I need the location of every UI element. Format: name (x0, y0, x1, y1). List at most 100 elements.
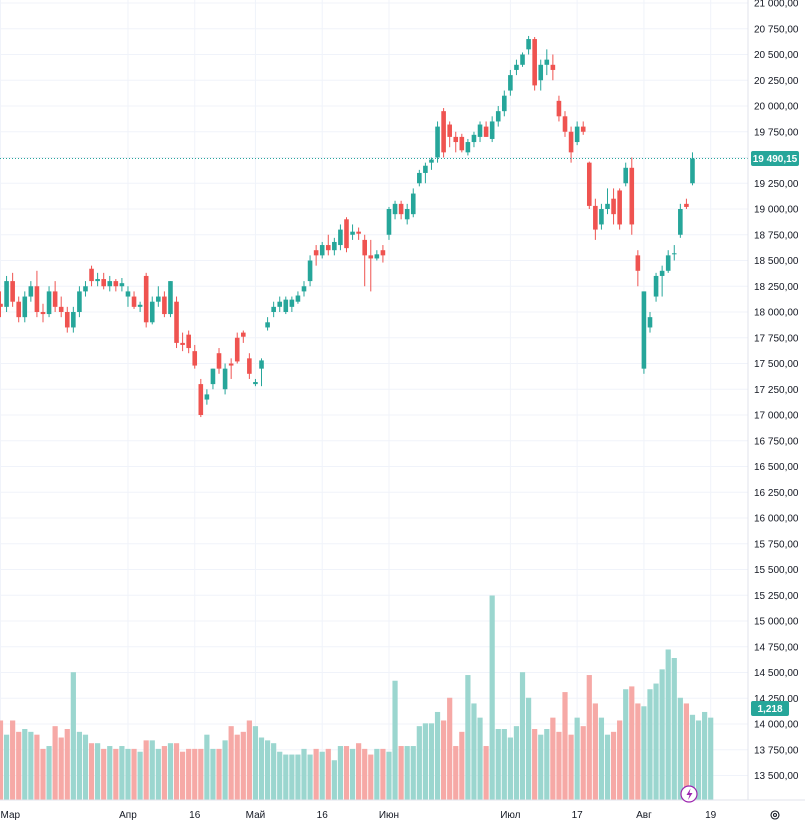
volume-bar (192, 748, 198, 800)
price-axis[interactable]: 21 000,00 20 750,00 20 500,00 20 250,00 20 0… (754, 0, 799, 782)
volume-bar (519, 672, 526, 800)
candle (514, 59, 519, 76)
candle (410, 188, 416, 218)
volume-bar (574, 717, 580, 800)
time-tick-label: Июн (379, 810, 399, 821)
volume-bar (398, 746, 404, 800)
volume-bar (131, 748, 137, 800)
volume-bar (82, 734, 89, 800)
volume-bar (689, 714, 696, 800)
volume-bar (40, 748, 46, 800)
volume-bar (453, 746, 459, 800)
candle (629, 157, 635, 235)
candle (374, 250, 380, 261)
volume-bar (198, 748, 204, 800)
price-tick-label: 16 250,00 (754, 488, 799, 499)
price-tick-label: 18 750,00 (754, 230, 799, 241)
volume-bar (70, 672, 76, 800)
volume-bar (441, 720, 447, 800)
volume-bar (28, 731, 34, 800)
time-tick-label: Авг (636, 810, 652, 821)
gear-icon[interactable] (770, 810, 780, 820)
time-tick-label: 16 (317, 810, 329, 821)
volume-bar (459, 731, 465, 800)
time-tick-label: Май (246, 810, 266, 821)
volume-bar (513, 726, 520, 800)
candle (671, 245, 677, 261)
candle (368, 239, 374, 292)
volume-bar (532, 729, 538, 800)
volume-bar (34, 734, 40, 800)
candle (471, 131, 477, 148)
candle (538, 59, 544, 91)
volume-bar (252, 726, 259, 800)
candle (502, 90, 507, 117)
volume-bar (343, 746, 350, 800)
price-tick-label: 16 000,00 (754, 514, 799, 525)
volume-bar (356, 743, 362, 800)
volume-bar (331, 760, 337, 800)
candle (210, 368, 216, 390)
volume-bar (598, 717, 605, 800)
price-tick-label: 15 750,00 (754, 539, 799, 550)
volume-bar (167, 743, 174, 800)
volume-bar (362, 748, 368, 800)
volume-bar (471, 703, 477, 800)
candle (101, 272, 106, 290)
candle (611, 188, 616, 225)
candle (58, 296, 64, 318)
volume-bar (525, 697, 532, 800)
volume-bar (380, 748, 386, 800)
candle (465, 138, 471, 156)
candle (508, 69, 513, 96)
volume-bar (234, 734, 240, 800)
volume-bar (647, 689, 653, 800)
volume-bar (489, 595, 495, 800)
candle (580, 121, 586, 135)
volume-bar (501, 729, 507, 800)
price-tick-label: 18 000,00 (754, 308, 799, 319)
candle (495, 106, 501, 127)
volume-bar (653, 683, 659, 800)
volume-bar (10, 720, 16, 800)
volume-bar (604, 734, 611, 800)
volume-bar (592, 703, 598, 800)
volume-bar (507, 737, 513, 800)
price-tick-label: 14 500,00 (754, 668, 799, 679)
candle (34, 270, 40, 318)
candle (216, 348, 222, 374)
candle (234, 332, 240, 364)
time-tick-label: 19 (705, 810, 717, 821)
price-tick-label: 20 500,00 (754, 50, 799, 61)
volume-bar (404, 746, 410, 800)
volume-bar (538, 734, 544, 800)
time-tick-label: 16 (189, 810, 201, 821)
volume-bar (313, 748, 319, 800)
candle (532, 36, 537, 91)
candle (356, 227, 361, 240)
volume-bar (368, 754, 374, 800)
candle (4, 275, 9, 312)
volume-bar (143, 740, 149, 800)
volume-tag: 1,218 (751, 701, 789, 716)
candle (550, 54, 556, 81)
candle (325, 234, 331, 256)
flash-icon[interactable] (680, 785, 698, 803)
volume-bar (325, 748, 331, 800)
volume-bar (416, 726, 422, 800)
candle (283, 296, 289, 315)
candle (526, 35, 531, 55)
candle (659, 265, 665, 297)
volume-bar (246, 720, 252, 800)
candle (593, 198, 598, 240)
volume-bar (22, 729, 28, 800)
price-tick-label: 21 000,00 (754, 0, 799, 10)
candle (192, 344, 198, 369)
price-tick-label: 19 250,00 (754, 179, 799, 190)
time-axis[interactable]: Мар Апр 16 Май 16 Июн Июл 17 Авг 19 (1, 810, 717, 821)
candle (599, 203, 604, 230)
candle (313, 245, 319, 266)
candle (204, 389, 210, 405)
volume-bar (107, 746, 113, 800)
